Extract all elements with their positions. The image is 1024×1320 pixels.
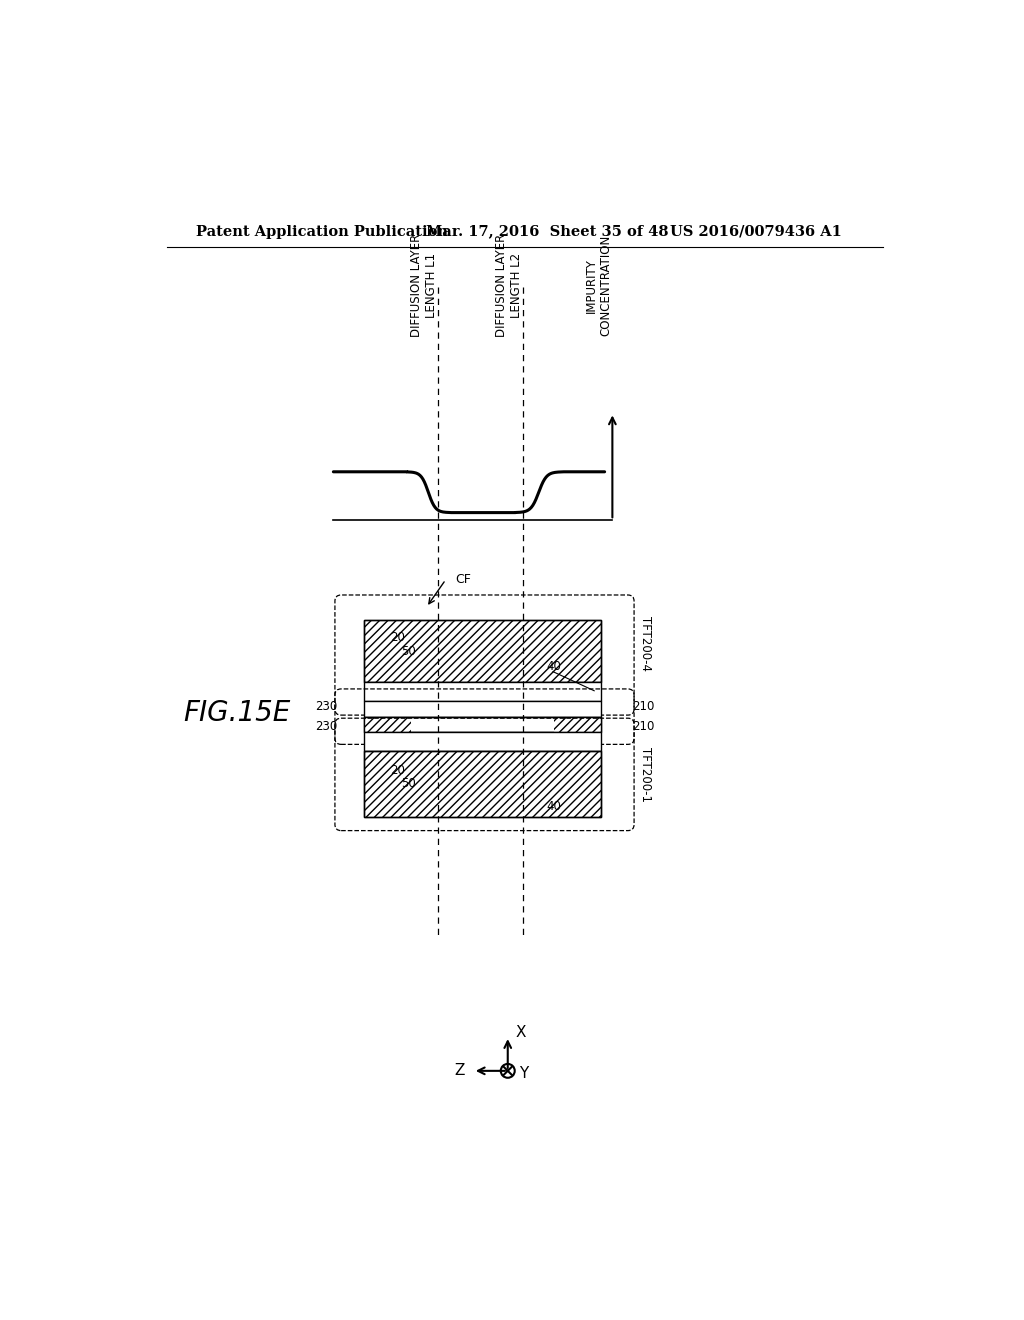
Text: Z: Z (455, 1064, 465, 1078)
Text: DIFFUSION LAYER
LENGTH L1: DIFFUSION LAYER LENGTH L1 (410, 234, 438, 337)
Text: 40: 40 (547, 800, 561, 813)
Text: Patent Application Publication: Patent Application Publication (197, 224, 449, 239)
Text: 230: 230 (315, 721, 337, 733)
Bar (365, 751, 601, 817)
Text: 20: 20 (390, 764, 404, 777)
Bar (365, 717, 411, 733)
Bar (365, 717, 601, 733)
Bar (365, 620, 601, 682)
Bar (365, 682, 601, 701)
Bar (365, 717, 601, 733)
Text: 230: 230 (315, 700, 337, 713)
Text: TFT200-4: TFT200-4 (640, 616, 652, 671)
Text: 210: 210 (632, 721, 654, 733)
Text: 40: 40 (547, 660, 561, 673)
Text: IMPURITY
CONCENTRATION: IMPURITY CONCENTRATION (585, 235, 612, 337)
Text: 50: 50 (400, 644, 416, 657)
Bar (365, 701, 601, 717)
Text: 20: 20 (390, 631, 404, 644)
Text: Mar. 17, 2016  Sheet 35 of 48: Mar. 17, 2016 Sheet 35 of 48 (426, 224, 669, 239)
Text: 210: 210 (632, 700, 654, 713)
Bar (365, 733, 601, 751)
Text: US 2016/0079436 A1: US 2016/0079436 A1 (671, 224, 843, 239)
Text: 50: 50 (400, 777, 416, 791)
Bar (365, 620, 601, 682)
Text: FIG.15E: FIG.15E (183, 698, 290, 727)
Text: Y: Y (518, 1065, 527, 1081)
Text: TFT200-1: TFT200-1 (640, 747, 652, 803)
Text: DIFFUSION LAYER
LENGTH L2: DIFFUSION LAYER LENGTH L2 (496, 234, 523, 337)
Bar (365, 751, 601, 817)
Text: X: X (515, 1024, 526, 1040)
Text: CF: CF (455, 573, 471, 586)
Bar (554, 717, 601, 733)
